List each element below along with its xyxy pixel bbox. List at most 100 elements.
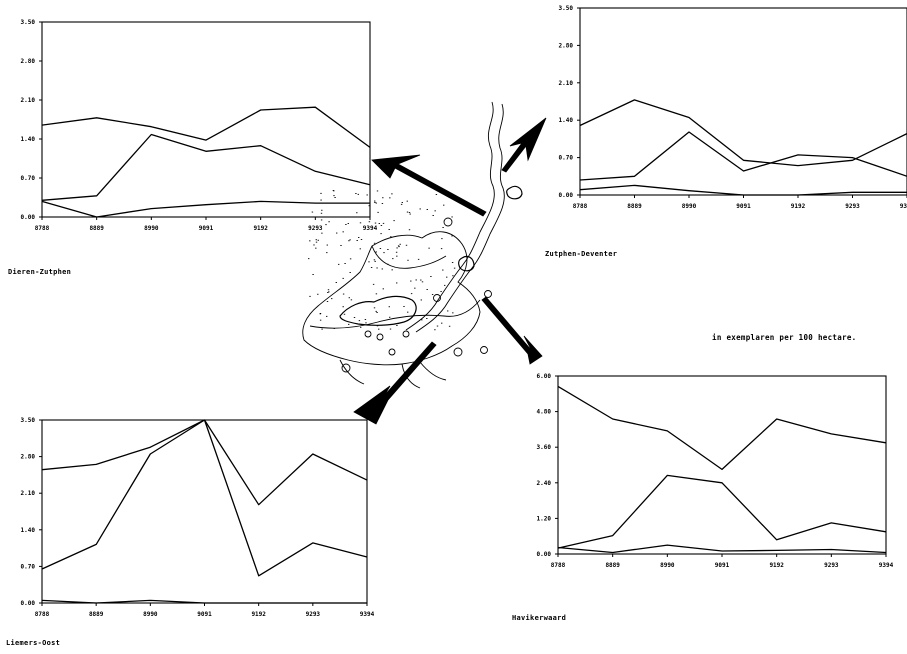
data-point <box>776 550 777 551</box>
stipple-dot <box>382 197 383 198</box>
data-point <box>634 99 635 100</box>
stipple-dot <box>350 272 351 273</box>
stipple-dot <box>360 327 361 328</box>
stipple-dot <box>398 245 399 246</box>
y-tick-label: 6.00 <box>537 373 552 380</box>
stipple-dot <box>356 212 357 213</box>
stipple-dot <box>389 197 390 198</box>
stipple-dot <box>312 274 313 275</box>
stipple-dot <box>401 204 402 205</box>
data-point <box>776 539 777 540</box>
data-point <box>367 603 368 604</box>
stipple-dot <box>321 220 322 221</box>
stipple-dot <box>308 258 309 259</box>
stipple-dot <box>320 193 321 194</box>
series-line-2 <box>42 201 370 217</box>
data-point <box>367 557 368 558</box>
stipple-dot <box>361 239 362 240</box>
town-marker <box>454 348 462 356</box>
data-point <box>886 531 887 532</box>
x-tick-label: 9091 <box>199 225 214 232</box>
stipple-dot <box>376 203 377 204</box>
data-point <box>722 551 723 552</box>
stipple-dot <box>326 252 327 253</box>
stipple-dot <box>343 231 344 232</box>
stipple-dot <box>420 209 421 210</box>
stipple-dot <box>309 240 310 241</box>
stipple-dot <box>368 261 369 262</box>
data-point <box>96 117 97 118</box>
x-tick-label: 8990 <box>144 225 159 232</box>
stipple-dot <box>434 329 435 330</box>
y-tick-label: 0.00 <box>21 600 36 607</box>
x-tick-label: 9091 <box>736 203 751 210</box>
data-point <box>612 552 613 553</box>
series-line-1 <box>580 132 907 180</box>
stipple-dot <box>416 280 417 281</box>
y-tick-label: 2.10 <box>21 490 36 497</box>
stipple-dot <box>418 259 419 260</box>
y-tick-label: 2.80 <box>559 42 574 49</box>
stipple-dot <box>398 246 399 247</box>
stipple-dot <box>376 268 377 269</box>
stipple-dot <box>428 248 429 249</box>
town-marker <box>389 349 395 355</box>
stipple-dot <box>377 191 378 192</box>
stipple-dot <box>452 312 453 313</box>
x-tick-label: 8788 <box>35 611 50 618</box>
stipple-dot <box>396 325 397 326</box>
x-tick-label: 9091 <box>197 611 212 618</box>
y-tick-label: 3.60 <box>537 444 552 451</box>
stipple-dot <box>442 270 443 271</box>
stipple-dot <box>340 245 341 246</box>
x-tick-label: 9293 <box>306 611 321 618</box>
x-tick-label: 8990 <box>682 203 697 210</box>
data-point <box>151 134 152 135</box>
unit-note: in exemplaren per 100 hectare. <box>712 333 856 342</box>
plot-frame <box>580 8 907 195</box>
stipple-dot <box>313 245 314 246</box>
stipple-dot <box>451 217 452 218</box>
data-point <box>558 386 559 387</box>
stipple-dot <box>312 212 313 213</box>
x-tick-label: 8990 <box>660 562 675 569</box>
stipple-dot <box>403 306 404 307</box>
region-lower-boundary <box>340 360 446 388</box>
y-tick-label: 1.40 <box>559 117 574 124</box>
y-tick-label: 0.00 <box>559 192 574 199</box>
y-tick-label: 0.70 <box>21 563 36 570</box>
data-point <box>370 184 371 185</box>
stipple-dot <box>374 307 375 308</box>
stipple-dot <box>435 210 436 211</box>
stipple-dot <box>389 317 390 318</box>
data-point <box>689 117 690 118</box>
stipple-dot <box>336 282 337 283</box>
stipple-dot <box>383 223 384 224</box>
stipple-dot <box>348 324 349 325</box>
town-marker <box>403 331 409 337</box>
arrow-havikerwaard <box>482 297 542 364</box>
data-point <box>206 140 207 141</box>
data-point <box>612 419 613 420</box>
x-tick-label: 9192 <box>251 611 266 618</box>
stipple-dot <box>331 298 332 299</box>
stipple-dot <box>382 269 383 270</box>
urban-arnhem <box>340 296 416 325</box>
stipple-dot <box>449 326 450 327</box>
stipple-dot <box>421 319 422 320</box>
x-tick-label: 9394 <box>363 225 378 232</box>
x-tick-label: 9394 <box>360 611 375 618</box>
stipple-dot <box>440 291 441 292</box>
series-line-1 <box>42 420 367 576</box>
data-point <box>580 180 581 181</box>
data-point <box>722 482 723 483</box>
data-point <box>722 469 723 470</box>
stipple-dot <box>371 267 372 268</box>
data-point <box>831 522 832 523</box>
data-point <box>206 204 207 205</box>
data-point <box>776 419 777 420</box>
data-point <box>315 107 316 108</box>
stipple-dot <box>343 278 344 279</box>
stipple-dot <box>321 329 322 330</box>
stipple-dot <box>400 244 401 245</box>
